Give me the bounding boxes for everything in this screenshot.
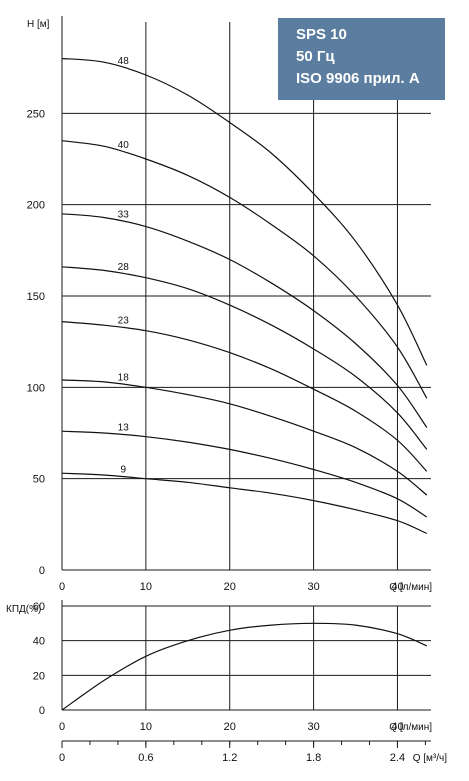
x-tick-label: 20 <box>224 581 236 593</box>
curve-9 <box>61 472 428 535</box>
secondary-tick-label: 1.2 <box>222 752 237 764</box>
stage-label: 23 <box>118 316 130 327</box>
curve-28 <box>61 266 428 450</box>
y-tick-label: 40 <box>33 636 45 648</box>
stage-label: 40 <box>118 140 130 151</box>
stage-label: 9 <box>120 465 126 476</box>
efficiency-chart: 0 20 40 60 0 10 20 30 40 КПД(%) Q [л/мин] <box>6 600 432 733</box>
stage-label: 18 <box>118 372 130 383</box>
standard-label: ISO 9906 прил. A <box>296 70 420 87</box>
y-tick-label: 150 <box>27 291 45 303</box>
stage-label: 13 <box>118 423 130 434</box>
y-tick-label: 60 <box>33 601 45 613</box>
secondary-tick-label: 0.6 <box>138 752 153 764</box>
curve-18 <box>61 379 428 496</box>
curve-48 <box>61 57 428 366</box>
curve-23 <box>61 321 428 472</box>
x-tick-label: 40 <box>391 581 403 593</box>
x-axis-title: Q [л/мин] <box>389 582 432 593</box>
x-tick-label: 40 <box>391 721 403 733</box>
curve-40 <box>61 140 428 399</box>
y-tick-label: 250 <box>27 108 45 120</box>
y-tick-label: 200 <box>27 200 45 212</box>
secondary-tick-label: 1.8 <box>306 752 321 764</box>
x-tick-label: 10 <box>140 721 152 733</box>
y-tick-label: 50 <box>33 474 45 486</box>
secondary-axis-title: Q [м³/ч] <box>413 753 448 764</box>
x-tick-label: 30 <box>307 721 319 733</box>
y-axis-title: H [м] <box>27 19 50 30</box>
frequency-label: 50 Гц <box>296 48 335 65</box>
y-tick-label: 0 <box>39 565 45 577</box>
x-tick-label: 10 <box>140 581 152 593</box>
head-chart: 0 50 100 150 200 250 0 10 20 30 40 H [м] Q [л/мин] 48… <box>27 16 432 593</box>
secondary-tick-label: 2.4 <box>390 752 405 764</box>
curve-33 <box>61 213 428 428</box>
curve-13 <box>61 430 428 518</box>
x-tick-label: 30 <box>307 581 319 593</box>
y-tick-label: 100 <box>27 382 45 394</box>
secondary-tick-label: 0 <box>59 752 65 764</box>
x-tick-label: 0 <box>59 721 65 733</box>
y-tick-label: 0 <box>39 705 45 717</box>
pump-model-label: SPS 10 <box>296 26 347 43</box>
y-tick-label: 20 <box>33 670 45 682</box>
x-tick-label: 0 <box>59 581 65 593</box>
pump-info-box: SPS 10 50 Гц ISO 9906 прил. A <box>278 18 445 100</box>
stage-label: 33 <box>118 210 130 221</box>
y-axis-title: КПД(%) <box>6 604 41 615</box>
stage-label: 48 <box>118 56 130 67</box>
stage-label: 28 <box>118 262 130 273</box>
curve-efficiency <box>61 622 428 711</box>
x-axis-title: Q [л/мин] <box>389 722 432 733</box>
x-tick-label: 20 <box>224 721 236 733</box>
flow-m3h-axis: 0 0.6 1.2 1.8 2.4 Q [м³/ч] <box>59 740 448 764</box>
